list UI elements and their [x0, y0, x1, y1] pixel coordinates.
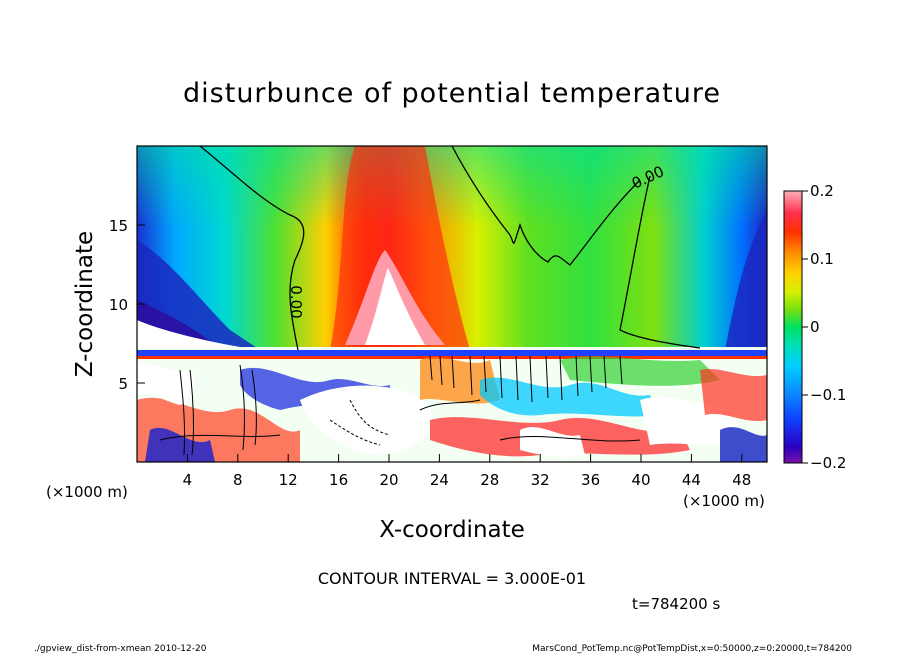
x-tick-label: 44 [682, 471, 701, 489]
x-axis-label: X-coordinate [379, 517, 525, 543]
contour-label-left: 0.00 [287, 285, 305, 318]
x-unit-left: (×1000 m) [46, 483, 128, 501]
x-tick-label: 20 [379, 471, 398, 489]
colorbar-tick-label: 0.1 [810, 250, 834, 268]
zero-contours [199, 146, 701, 351]
x-tick-label: 24 [430, 471, 449, 489]
z-axis-label: Z-coordinate [72, 231, 98, 377]
x-tick-label: 36 [581, 471, 600, 489]
x-tick-label: 12 [279, 471, 298, 489]
warm-plume-core [365, 268, 425, 345]
colorbar [783, 190, 803, 464]
lower-layer-patches [137, 350, 767, 462]
x-tick-label: 4 [183, 471, 193, 489]
contour-interval: CONTOUR INTERVAL = 3.000E-01 [318, 569, 586, 588]
x-tick-label: 48 [732, 471, 751, 489]
colorbar-tick-label: 0 [810, 318, 820, 336]
x-unit-right: (×1000 m) [683, 492, 765, 510]
x-tick-label: 8 [233, 471, 243, 489]
x-tick-label: 28 [480, 471, 499, 489]
z-tick-label: 10 [109, 296, 128, 314]
lower-striations [159, 355, 641, 456]
colorbar-ticks: 0.2 0.1 0 −0.1 −0.2 [802, 182, 846, 472]
x-tick-label: 32 [531, 471, 550, 489]
z-tick-label: 15 [109, 217, 128, 235]
plot-area: 0.00 0.00 [137, 146, 767, 462]
z-axis-ticks: 5 10 15 [109, 217, 145, 393]
chart-title: disturbunce of potential temperature [183, 78, 721, 109]
colorbar-tick-label: −0.1 [810, 386, 846, 404]
time-stamp: t=784200 s [632, 595, 720, 613]
z-tick-label: 5 [118, 375, 128, 393]
x-axis-ticks: 4 8 12 16 20 24 28 32 36 40 44 48 [183, 454, 751, 489]
x-tick-label: 16 [329, 471, 348, 489]
left-white-strip [137, 320, 240, 350]
footer-left: ./gpview_dist-from-xmean 2010-12-20 [34, 644, 207, 654]
footer-right: MarsCond_PotTemp.nc@PotTempDist,x=0:5000… [532, 644, 852, 654]
colorbar-tick-label: 0.2 [810, 182, 834, 200]
colorbar-tick-label: −0.2 [810, 454, 846, 472]
right-cold-lobe [725, 210, 767, 350]
x-tick-label: 40 [631, 471, 650, 489]
